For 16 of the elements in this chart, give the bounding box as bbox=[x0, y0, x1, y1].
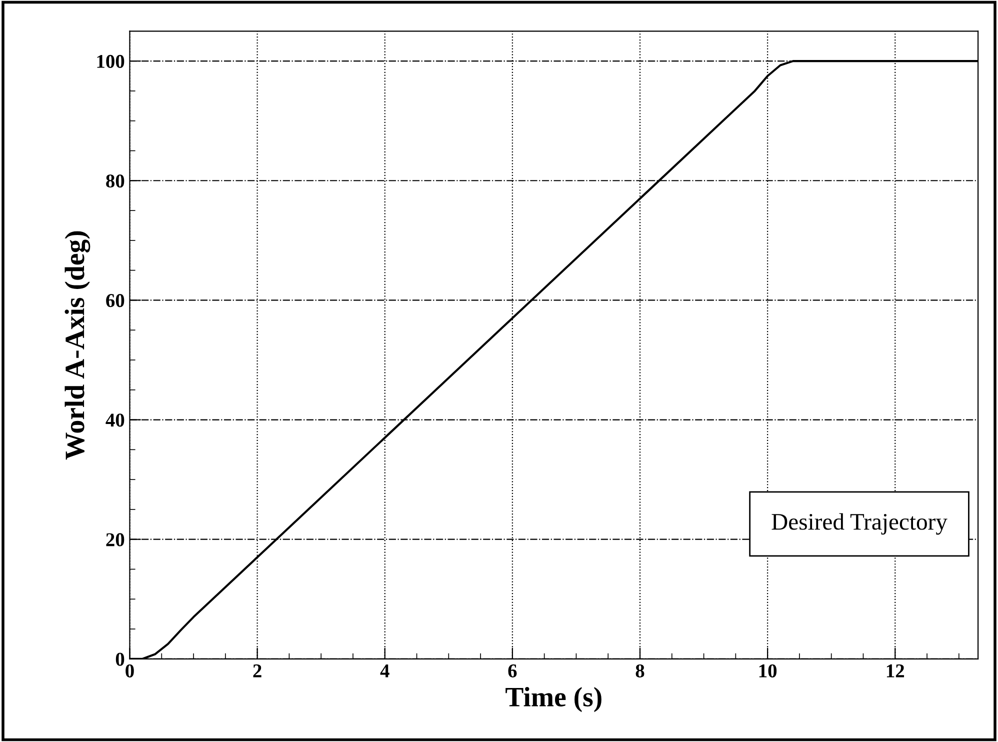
x-tick-label: 2 bbox=[253, 664, 262, 678]
y-axis-title: World A-Axis (deg) bbox=[64, 231, 90, 460]
y-tick-label: 100 bbox=[97, 54, 124, 68]
x-tick-label: 8 bbox=[636, 664, 644, 678]
x-tick-label: 4 bbox=[380, 664, 390, 678]
x-tick-label: 6 bbox=[508, 664, 517, 678]
x-axis-title: Time (s) bbox=[506, 686, 602, 712]
y-tick-label: 80 bbox=[106, 174, 124, 188]
x-tick-label: 0 bbox=[126, 664, 134, 678]
y-tick-label: 0 bbox=[116, 652, 124, 666]
annotation: Desired Trajectory bbox=[772, 513, 948, 535]
y-tick-label: 60 bbox=[106, 294, 124, 308]
x-tick-label: 10 bbox=[759, 664, 777, 678]
x-tick-label: 12 bbox=[886, 664, 904, 678]
y-tick-label: 40 bbox=[106, 414, 124, 427]
y-tick-label: 20 bbox=[106, 533, 124, 546]
